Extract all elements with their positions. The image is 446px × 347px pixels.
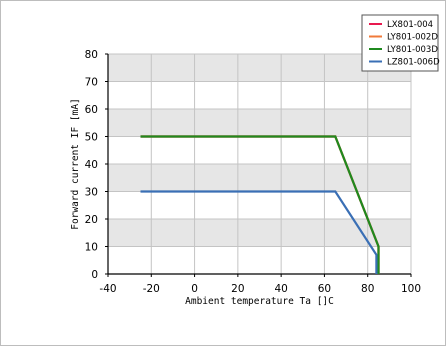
x-tick-label: 20 bbox=[231, 283, 244, 295]
series-line bbox=[140, 190, 378, 274]
legend-entry: LY801-002D bbox=[387, 33, 438, 43]
plot-band bbox=[108, 54, 411, 82]
x-axis-label: Ambient temperature Ta []C bbox=[185, 296, 334, 307]
x-tick-label: 60 bbox=[318, 283, 331, 295]
y-tick-label: 10 bbox=[85, 242, 98, 254]
axes bbox=[105, 53, 412, 277]
y-axis-label: Forward current IF [mA] bbox=[70, 98, 81, 230]
plot-band bbox=[108, 164, 411, 192]
x-tick-labels: -40 -20 0 20 40 60 80 100 bbox=[99, 283, 421, 295]
x-tick-label: 0 bbox=[191, 283, 198, 295]
series-lines bbox=[140, 135, 380, 274]
plot-bands bbox=[108, 54, 411, 247]
y-tick-label: 70 bbox=[85, 77, 98, 89]
x-tick-label: 40 bbox=[274, 283, 287, 295]
x-tick-label: 100 bbox=[401, 283, 421, 295]
legend-entry: LZ801-006D bbox=[387, 58, 440, 68]
legend-entry: LY801-003D bbox=[387, 45, 438, 55]
y-tick-label: 80 bbox=[85, 49, 98, 61]
y-tick-label: 40 bbox=[85, 159, 98, 171]
y-tick-labels: 0 10 20 30 40 50 60 70 80 bbox=[85, 49, 98, 281]
series-line bbox=[140, 135, 380, 274]
x-tick-label: -20 bbox=[143, 283, 160, 295]
x-tick-label: 80 bbox=[361, 283, 374, 295]
legend-entry: LX801-004 bbox=[387, 20, 433, 30]
y-tick-label: 50 bbox=[85, 132, 98, 144]
y-tick-label: 20 bbox=[85, 214, 98, 226]
plot-band bbox=[108, 219, 411, 247]
y-tick-label: 60 bbox=[85, 104, 98, 116]
legend: LX801-004 LY801-002D LY801-003D LZ801-006D bbox=[361, 14, 440, 72]
plot-band bbox=[108, 109, 411, 137]
x-tick-label: -40 bbox=[99, 283, 116, 295]
y-tick-label: 0 bbox=[91, 269, 98, 281]
y-tick-label: 30 bbox=[85, 187, 98, 199]
